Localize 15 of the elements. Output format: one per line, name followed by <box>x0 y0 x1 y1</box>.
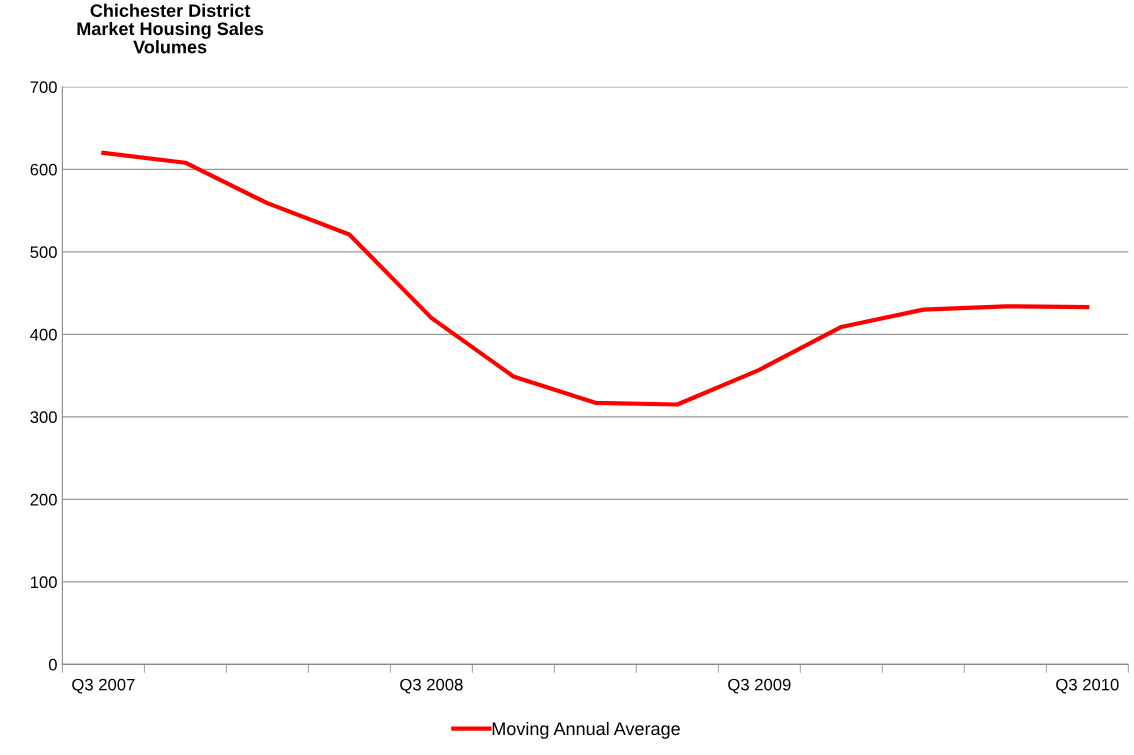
y-tick-label: 300 <box>30 411 57 424</box>
y-tick-label: 700 <box>30 81 57 94</box>
x-tick-label: Q3 2008 <box>400 678 463 694</box>
y-tick-label: 600 <box>30 163 57 176</box>
y-tick-label: 500 <box>30 246 57 259</box>
x-tick-label: Q3 2010 <box>1056 678 1119 694</box>
y-tick-label: 400 <box>30 328 57 341</box>
line-series <box>101 150 1090 407</box>
x-tick-label: Q3 2007 <box>72 678 135 694</box>
y-tick-label: 200 <box>30 493 57 506</box>
y-tick-label: 0 <box>48 658 57 671</box>
chart-title: Chichester District Market Housing Sales Volumes <box>77 3 264 54</box>
legend-label: Moving Annual Average <box>492 721 680 739</box>
y-tick-label: 100 <box>30 576 57 589</box>
x-tick-label: Q3 2009 <box>728 678 791 694</box>
